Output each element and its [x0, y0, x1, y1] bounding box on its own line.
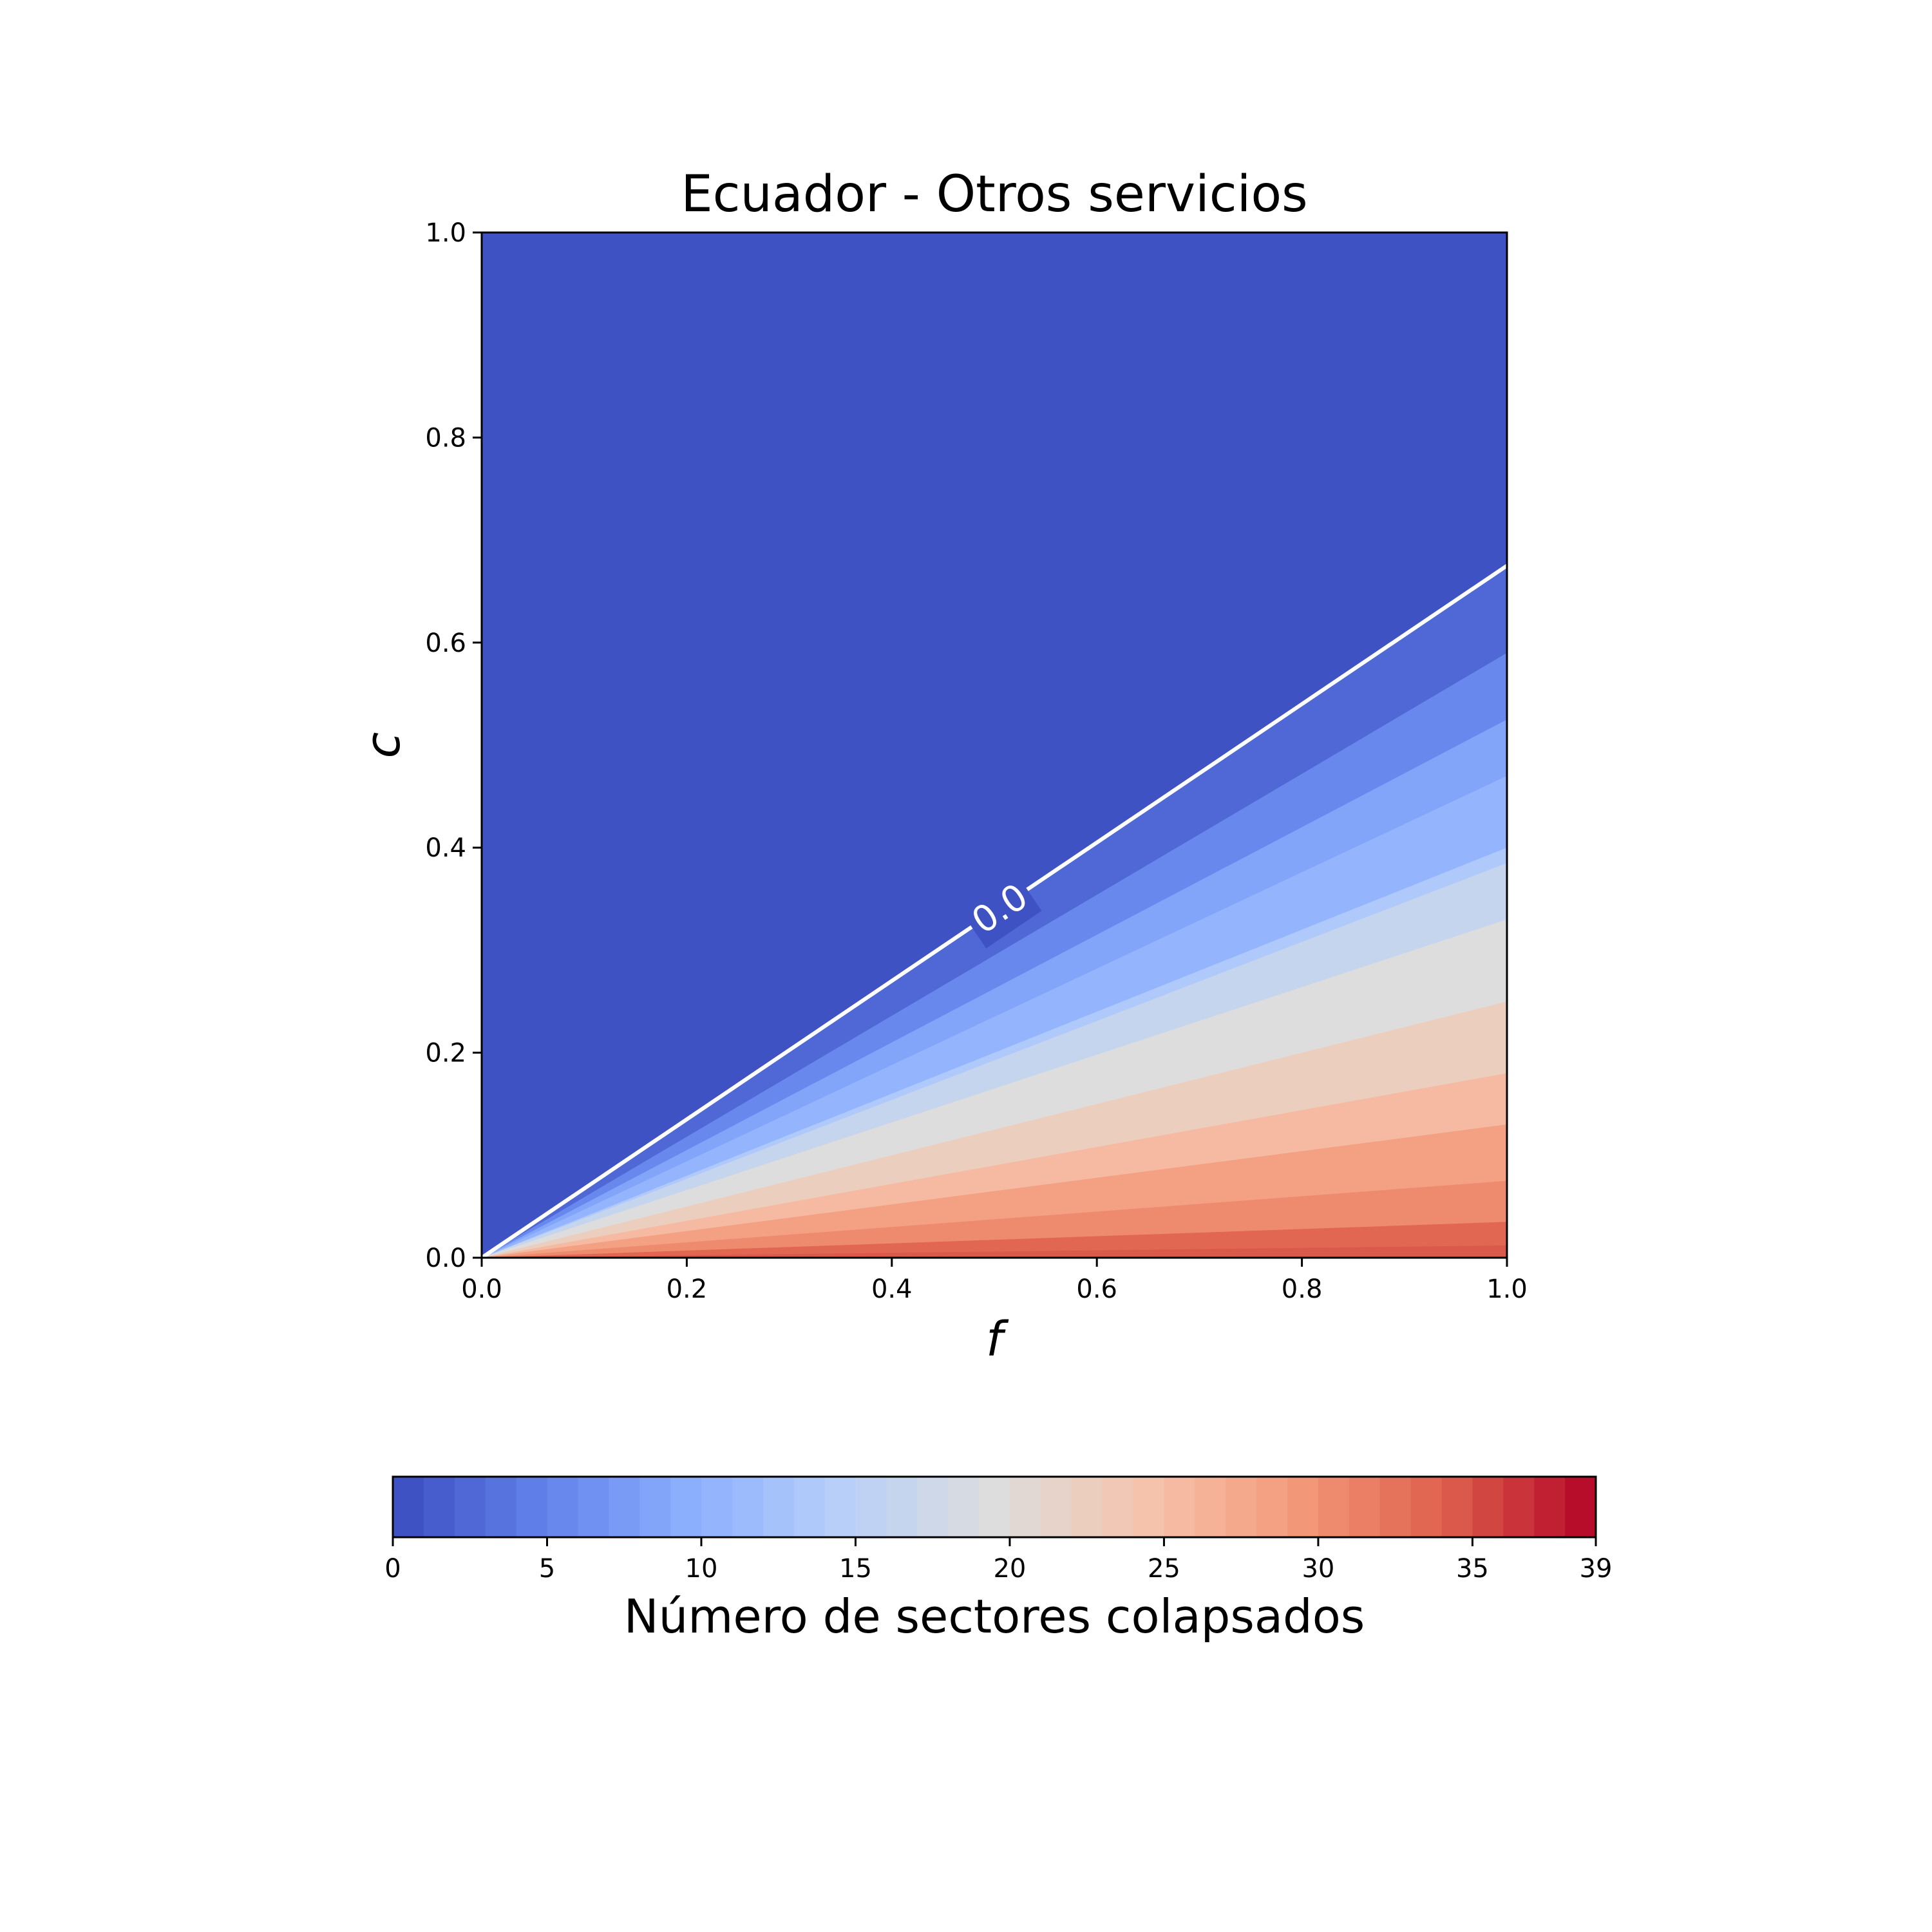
- colorbar-swatch: [979, 1477, 1010, 1537]
- colorbar-swatch: [1102, 1477, 1134, 1537]
- colorbar-tick-label: 35: [1456, 1554, 1489, 1584]
- colorbar-tick-label: 20: [993, 1554, 1026, 1584]
- colorbar-frame: [392, 1475, 1597, 1539]
- plot-frame: [480, 231, 1508, 1259]
- contour-label-gap: [957, 868, 1042, 949]
- contour-zero: 0.0: [482, 564, 1507, 1258]
- colorbar-swatch: [917, 1477, 949, 1537]
- colorbar-swatch: [423, 1477, 455, 1537]
- colorbar-swatch: [609, 1477, 640, 1537]
- chart-title: Ecuador - Otros servicios: [681, 166, 1307, 223]
- colorbar-swatch: [1379, 1477, 1412, 1537]
- colorbar-swatch: [393, 1477, 424, 1537]
- colorbar-swatch: [454, 1477, 486, 1537]
- colorbar-tick-label: 25: [1148, 1554, 1180, 1584]
- colorbar-swatch: [1503, 1477, 1535, 1537]
- x-tick-label: 0.8: [1282, 1274, 1323, 1304]
- x-tick-label: 0.2: [667, 1274, 708, 1304]
- y-tick-label: 1.0: [425, 218, 466, 248]
- colorbar-swatch: [547, 1477, 578, 1537]
- colorbar-swatch: [1133, 1477, 1165, 1537]
- colorbar-swatch: [762, 1477, 795, 1537]
- heatmap-band: [482, 1245, 1507, 1258]
- colorbar-swatch: [1040, 1477, 1072, 1537]
- colorbar-tick-label: 0: [384, 1554, 401, 1584]
- colorbar-swatch: [1195, 1477, 1226, 1537]
- y-tick-label: 0.2: [425, 1039, 466, 1068]
- colorbar-swatch: [732, 1477, 764, 1537]
- colorbar-swatch: [1071, 1477, 1103, 1537]
- colorbar-swatch: [701, 1477, 733, 1537]
- colorbar-swatch: [1164, 1477, 1195, 1537]
- colorbar-swatch: [1410, 1477, 1443, 1537]
- colorbar-swatch: [793, 1477, 826, 1537]
- colorbar-swatch: [1318, 1477, 1350, 1537]
- y-axis-label: c: [355, 732, 411, 759]
- colorbar-tick-label: 30: [1302, 1554, 1334, 1584]
- colorbar-tick-label: 39: [1580, 1554, 1613, 1584]
- colorbar-swatch: [1472, 1477, 1504, 1537]
- x-tick-label: 1.0: [1486, 1274, 1528, 1304]
- colorbar-swatch: [485, 1477, 517, 1537]
- colorbar-swatch: [639, 1477, 671, 1537]
- x-tick-label: 0.6: [1076, 1274, 1117, 1304]
- colorbar-swatch: [1226, 1477, 1257, 1537]
- colorbar-swatch: [1534, 1477, 1566, 1537]
- colorbar-swatch: [948, 1477, 980, 1537]
- colorbar-tick-label: 10: [685, 1554, 718, 1584]
- x-axis: 0.0 0.2 0.4 0.6 0.8 1.0: [461, 1258, 1528, 1304]
- colorbar-swatch: [1565, 1477, 1596, 1537]
- x-tick-label: 0.0: [461, 1274, 502, 1304]
- x-tick-label: 0.4: [871, 1274, 913, 1304]
- colorbar-swatch: [1287, 1477, 1319, 1537]
- colorbar-swatch: [1256, 1477, 1288, 1537]
- colorbar-axis: 0 5 10 15 20 25 30 35 39: [384, 1537, 1612, 1584]
- colorbar-tick-label: 5: [539, 1554, 555, 1584]
- colorbar-swatch: [670, 1477, 702, 1537]
- colorbar-swatch: [886, 1477, 918, 1537]
- colorbar: [393, 1477, 1596, 1537]
- colorbar-swatch: [1349, 1477, 1381, 1537]
- colorbar-tick-label: 15: [839, 1554, 872, 1584]
- colorbar-swatch: [824, 1477, 857, 1537]
- y-tick-label: 0.4: [425, 833, 466, 863]
- colorbar-swatch: [855, 1477, 887, 1537]
- colorbar-swatch: [1009, 1477, 1041, 1537]
- heatmap: [482, 232, 1507, 1258]
- y-axis: 0.0 0.2 0.4 0.6 0.8 1.0: [425, 218, 482, 1273]
- colorbar-label: Número de sectores colapsados: [624, 1589, 1365, 1643]
- y-tick-label: 0.8: [425, 423, 466, 453]
- colorbar-swatch: [578, 1477, 609, 1537]
- y-tick-label: 0.6: [425, 629, 466, 658]
- colorbar-swatch: [516, 1477, 548, 1537]
- y-tick-label: 0.0: [425, 1244, 466, 1273]
- colorbar-swatch: [1441, 1477, 1473, 1537]
